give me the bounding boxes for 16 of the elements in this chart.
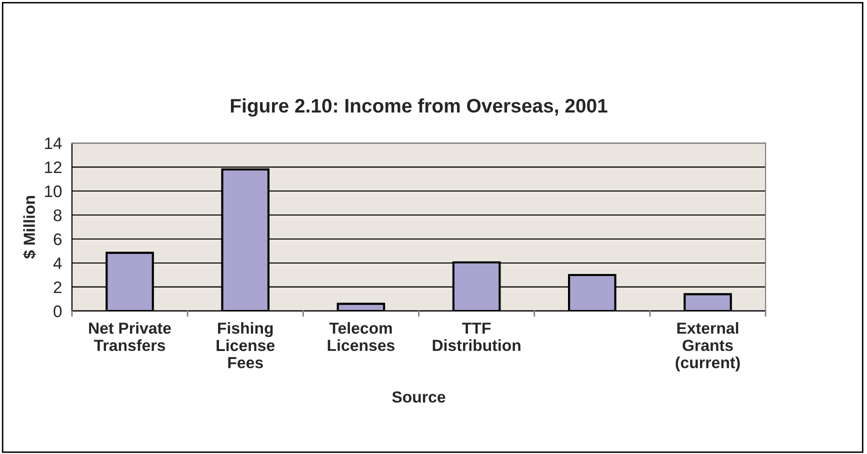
x-tick-label: Fishing License Fees [216, 322, 275, 368]
x-tick-label: TTF Distribution [432, 322, 520, 352]
y-axis-title: $ Million [22, 196, 36, 259]
x-axis-title: Source [392, 391, 446, 403]
x-tick-label: Telecom Licenses [328, 322, 394, 352]
chart-title: Figure 2.10: Income from Overseas, 2001 [230, 98, 608, 117]
y-tick-label: 2 [54, 281, 62, 294]
y-tick-label: 12 [44, 161, 62, 174]
y-tick-label: 10 [44, 185, 62, 198]
x-tick-label: External Grants (current) [676, 322, 740, 372]
y-tick-label: 0 [54, 305, 62, 318]
y-tick-label: 8 [54, 209, 62, 222]
y-tick-label: 14 [44, 138, 62, 150]
x-tick-label: Net Private Transfers [89, 322, 171, 352]
y-tick-label: 6 [54, 233, 62, 246]
y-tick-label: 4 [53, 258, 62, 270]
